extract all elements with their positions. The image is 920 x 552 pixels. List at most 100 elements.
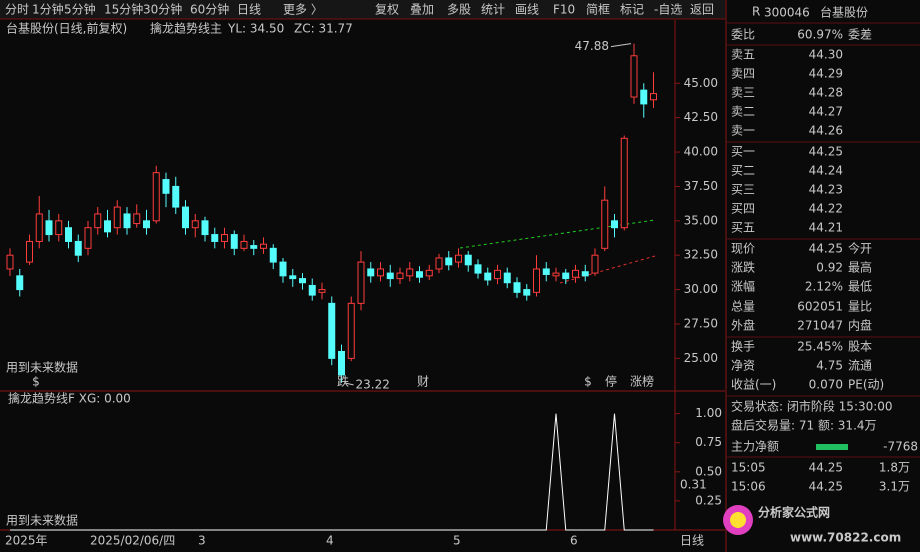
- book-price: 44.26: [809, 124, 843, 138]
- candle-body: [396, 272, 404, 280]
- candle-body: [328, 302, 336, 359]
- candle-body: [279, 261, 287, 277]
- period-button[interactable]: 1分钟: [32, 2, 64, 17]
- period-button[interactable]: 15分钟: [104, 2, 143, 17]
- book-label: 买一: [731, 145, 755, 159]
- candle-body: [650, 93, 657, 101]
- candle-body: [620, 137, 628, 229]
- tool-button[interactable]: 多股: [447, 3, 471, 17]
- xg-line: [10, 413, 654, 531]
- chart-title: 台基股份(日线,前复权): [6, 21, 127, 36]
- candle-body: [16, 275, 24, 291]
- candle-body: [552, 272, 560, 277]
- tool-button[interactable]: 叠加: [410, 3, 434, 17]
- stat-label: 最高: [848, 260, 872, 275]
- candle-body: [269, 247, 277, 263]
- flow-bar: [816, 444, 848, 450]
- book-label: 卖一: [731, 124, 755, 138]
- candle-body: [523, 289, 531, 296]
- book-label: 卖五: [731, 48, 755, 62]
- period-button[interactable]: 日线: [237, 3, 261, 17]
- period-button[interactable]: 60分钟: [190, 2, 229, 17]
- candle-body: [74, 240, 82, 256]
- candle-body: [221, 234, 228, 242]
- candle-body: [35, 213, 43, 242]
- candle-body: [84, 227, 92, 249]
- stat-value: 0.92: [816, 261, 843, 275]
- tool-button[interactable]: 简框: [586, 3, 610, 17]
- stat-label: 流通: [848, 359, 872, 373]
- book-price: 44.28: [809, 86, 843, 100]
- event-marker: 财: [417, 375, 429, 389]
- candle-body: [162, 179, 170, 194]
- low-arrow: [344, 382, 354, 386]
- period-button[interactable]: 5分钟: [64, 2, 96, 17]
- ratio-label: 委比: [731, 28, 755, 42]
- candle-body: [377, 268, 384, 277]
- x-axis-label: 2025/02/06/四: [90, 534, 175, 548]
- candle-body: [562, 272, 570, 280]
- candle-body: [338, 350, 345, 376]
- tool-button[interactable]: F10: [553, 3, 575, 17]
- candle-body: [357, 261, 365, 304]
- stat-label: 总量: [731, 300, 755, 314]
- candle-body: [601, 199, 609, 249]
- period-button[interactable]: 分时: [5, 3, 29, 17]
- tool-button[interactable]: -自选: [654, 3, 682, 17]
- candle-body: [123, 213, 131, 229]
- event-marker: $: [32, 375, 40, 389]
- candle-body: [425, 269, 433, 277]
- stat-label: 净资: [731, 359, 755, 373]
- sub-y-tick-label: 1.00: [695, 406, 722, 420]
- trade-price: 44.25: [809, 461, 843, 475]
- x-axis-label: 4: [326, 534, 334, 548]
- candle-body: [591, 254, 599, 274]
- x-axis-label: 2025年: [5, 534, 48, 548]
- candle-body: [347, 302, 355, 359]
- trade-volume: 3.1万: [879, 480, 910, 494]
- tool-button[interactable]: 统计: [481, 3, 505, 17]
- sub-title: 擒龙趋势线F XG: 0.00: [8, 391, 131, 406]
- candle-body: [630, 55, 638, 98]
- toolbar: [0, 0, 725, 19]
- after-hours: 盘后交易量: 71 额: 31.4万: [731, 418, 877, 433]
- stat-label: 量比: [848, 300, 872, 314]
- event-marker: 涨榜: [630, 374, 654, 389]
- high-arrow: [610, 43, 632, 48]
- stat-label: 涨跌: [731, 260, 755, 275]
- candle-body: [494, 269, 501, 280]
- candle-body: [581, 271, 589, 277]
- candle-body: [45, 220, 53, 236]
- y-tick-label: 42.50: [684, 110, 718, 124]
- period-button[interactable]: 30分钟: [143, 2, 182, 17]
- candle-body: [299, 278, 306, 284]
- x-axis-label: 6: [570, 534, 578, 548]
- candle-body: [445, 257, 453, 266]
- trade-status: 交易状态: 闭市阶段 15:30:00: [731, 399, 893, 414]
- tool-button[interactable]: 复权: [375, 3, 399, 17]
- candle-body: [611, 220, 618, 229]
- tool-button[interactable]: 画线: [515, 3, 539, 17]
- candle-body: [416, 271, 423, 278]
- y-tick-label: 35.00: [684, 213, 718, 227]
- candle-body: [640, 89, 648, 105]
- tool-button[interactable]: 返回: [690, 3, 714, 17]
- stat-value: 4.75: [816, 359, 843, 373]
- cursor-value: 0.31: [680, 478, 707, 492]
- indicator-zc: ZC: 31.77: [294, 22, 353, 36]
- period-button[interactable]: 更多 〉: [283, 3, 323, 17]
- candle-body: [484, 272, 492, 281]
- candle-body: [318, 289, 326, 293]
- stat-label: 收益(一): [731, 378, 776, 392]
- stat-label: 换手: [731, 340, 755, 354]
- event-marker: 跌: [337, 374, 349, 389]
- candle-body: [55, 220, 63, 236]
- candle-body: [260, 243, 267, 249]
- candle-body: [455, 254, 462, 263]
- book-label: 买三: [731, 183, 755, 197]
- tool-button[interactable]: 标记: [620, 3, 644, 17]
- trade-time: 15:05: [731, 461, 766, 475]
- stat-value: 271047: [797, 319, 843, 333]
